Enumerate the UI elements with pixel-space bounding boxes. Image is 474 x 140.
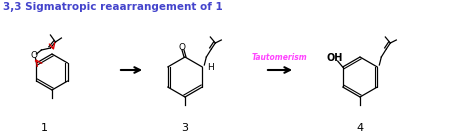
Text: 3: 3 [182, 123, 189, 133]
Text: 3,3 Sigmatropic reaarrangement of 1: 3,3 Sigmatropic reaarrangement of 1 [3, 2, 223, 12]
Text: 4: 4 [356, 123, 364, 133]
Text: H: H [207, 62, 214, 72]
Text: 1: 1 [40, 123, 47, 133]
Text: O: O [31, 51, 38, 60]
Text: O: O [179, 43, 185, 52]
Text: Tautomerism: Tautomerism [252, 53, 308, 62]
Text: OH: OH [327, 53, 343, 63]
